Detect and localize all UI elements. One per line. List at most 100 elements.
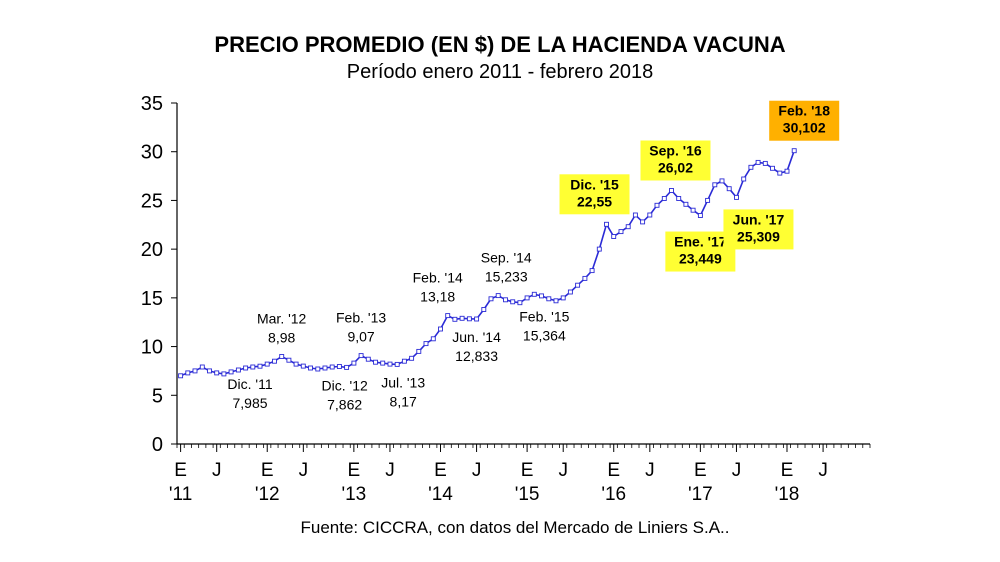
data-point <box>257 363 263 369</box>
data-point <box>308 365 313 371</box>
annotation-value: 23,449 <box>679 251 722 267</box>
data-point <box>300 363 306 369</box>
annotation-label: Sep. '16 <box>649 142 702 158</box>
data-point <box>423 341 429 347</box>
y-tick-label: 35 <box>141 93 163 115</box>
data-point <box>669 188 674 193</box>
source-note: Fuente: CICCRA, con datos del Mercado de… <box>300 518 730 537</box>
data-point <box>741 176 747 182</box>
data-point <box>358 353 364 359</box>
chart-title: PRECIO PROMEDIO (EN $) DE LA HACIENDA VA… <box>214 32 786 57</box>
data-point <box>632 212 638 218</box>
annotation-label: Feb. '15 <box>519 308 569 324</box>
data-point <box>546 296 552 302</box>
x-tick-label: J <box>212 460 222 481</box>
y-tick-label: 20 <box>141 239 163 261</box>
data-point <box>365 356 371 362</box>
data-point <box>438 326 443 332</box>
annotation-value: 7,862 <box>327 396 362 412</box>
data-point <box>380 360 386 366</box>
annotation-value: 30,102 <box>783 120 826 136</box>
data-point <box>416 348 422 354</box>
data-point <box>770 165 775 171</box>
annotation-value: 12,833 <box>455 348 498 364</box>
data-point <box>719 178 725 184</box>
data-point <box>640 219 646 225</box>
x-tick-label: E <box>607 460 620 481</box>
x-tick-label: J <box>818 460 828 481</box>
x-tick-label: E <box>434 460 447 481</box>
annotation-highlight <box>640 140 711 181</box>
data-point <box>207 368 212 374</box>
data-point <box>293 361 299 367</box>
annotation-value: 7,985 <box>232 395 267 411</box>
data-point <box>228 369 234 375</box>
annotation-label: Dic. '12 <box>322 377 368 393</box>
annotation-label: Feb. '18 <box>778 103 830 119</box>
data-point <box>495 293 501 299</box>
annotation-2015-02: Feb. '15 15,364 <box>519 308 569 343</box>
annotation-label: Jun. '14 <box>452 329 501 345</box>
data-point <box>286 357 292 363</box>
data-point <box>185 370 191 376</box>
x-year-label: '13 <box>341 484 366 505</box>
data-point <box>596 246 602 252</box>
data-point <box>481 307 487 312</box>
data-point <box>279 354 285 359</box>
data-point <box>510 299 516 305</box>
data-point <box>401 358 407 364</box>
data-point <box>625 224 631 230</box>
annotation-2013-02: Feb. '13 9,07 <box>336 310 386 345</box>
data-point <box>221 371 227 377</box>
data-point <box>539 293 544 299</box>
data-point <box>705 197 711 203</box>
x-tick-label: E <box>174 460 187 481</box>
chart-subtitle: Período enero 2011 - febrero 2018 <box>346 61 654 83</box>
y-tick-label: 5 <box>152 385 163 407</box>
data-point <box>734 194 739 200</box>
data-point <box>344 364 350 370</box>
annotation-value: 8,17 <box>390 393 417 409</box>
data-point <box>560 295 566 301</box>
x-tick-label: J <box>732 460 742 481</box>
annotation-2012-12: Dic. '12 7,862 <box>322 377 368 412</box>
data-point <box>553 298 559 304</box>
data-point <box>712 182 718 188</box>
x-tick-label: J <box>558 460 568 481</box>
data-point <box>235 367 241 373</box>
data-point <box>430 336 436 342</box>
x-tick-label: E <box>694 460 707 481</box>
data-point <box>762 160 768 166</box>
data-point <box>661 196 667 201</box>
annotation-label: Ene. '17 <box>674 234 727 250</box>
data-point <box>329 364 335 370</box>
annotation-label: Feb. '14 <box>413 270 463 286</box>
annotation-value: 15,233 <box>485 269 528 285</box>
x-year-label: '16 <box>601 484 626 505</box>
data-point <box>199 364 205 370</box>
annotation-2014-02: Feb. '14 13,18 <box>413 270 463 305</box>
data-point <box>243 365 249 371</box>
data-point <box>604 221 609 227</box>
data-point <box>214 370 220 376</box>
annotation-highlight <box>559 174 630 215</box>
data-point <box>618 229 624 235</box>
data-point <box>272 358 277 364</box>
annotation-2014-06: Jun. '14 12,833 <box>452 329 501 364</box>
annotation-value: 25,309 <box>737 228 780 244</box>
data-point <box>531 291 537 297</box>
data-point <box>524 295 530 301</box>
annotation-label: Dic. '11 <box>227 376 272 392</box>
y-tick-label: 15 <box>141 288 163 310</box>
data-point <box>726 186 732 192</box>
annotation-value: 26,02 <box>658 159 693 175</box>
data-point <box>394 361 400 367</box>
x-year-label: '11 <box>169 484 192 505</box>
annotation-label: Mar. '12 <box>257 311 307 327</box>
data-point <box>567 289 573 295</box>
data-point <box>452 316 458 322</box>
data-point <box>315 366 321 372</box>
